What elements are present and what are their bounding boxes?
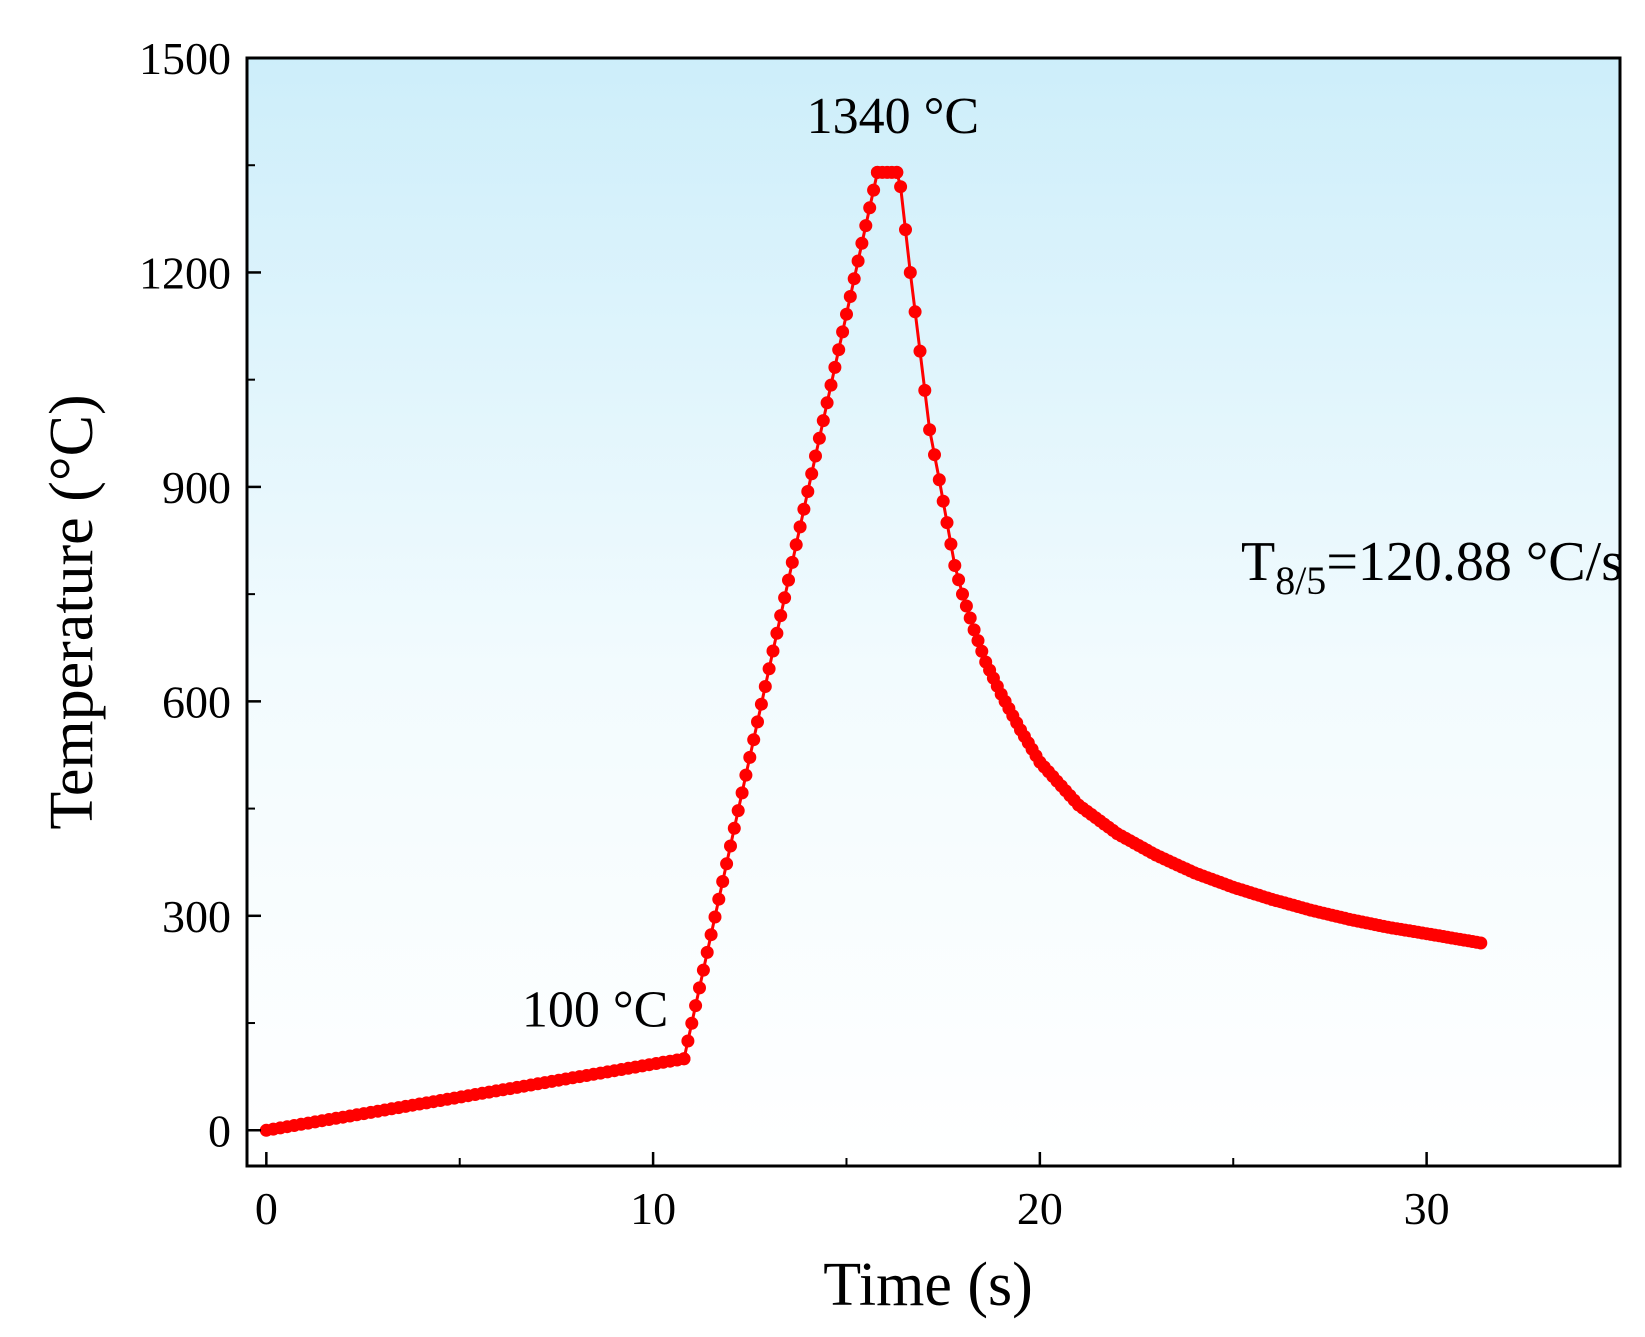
data-point bbox=[782, 573, 795, 587]
data-point bbox=[867, 183, 881, 197]
data-point bbox=[932, 473, 946, 487]
data-point bbox=[903, 266, 917, 279]
data-point bbox=[735, 786, 749, 800]
data-point bbox=[836, 325, 850, 339]
data-point bbox=[797, 502, 811, 516]
data-point bbox=[863, 201, 877, 215]
data-point bbox=[712, 892, 726, 906]
data-point bbox=[747, 733, 761, 747]
data-point bbox=[816, 414, 830, 428]
data-point bbox=[727, 821, 741, 835]
data-point bbox=[944, 537, 958, 551]
data-point bbox=[677, 1052, 691, 1066]
data-point bbox=[681, 1034, 695, 1048]
data-point bbox=[847, 272, 861, 286]
data-point bbox=[778, 591, 792, 605]
data-point bbox=[708, 910, 722, 924]
data-point bbox=[774, 609, 788, 623]
data-point bbox=[812, 431, 826, 445]
x-tick-label: 0 bbox=[255, 1183, 278, 1234]
data-point bbox=[720, 857, 734, 871]
data-point bbox=[731, 804, 745, 818]
data-point bbox=[696, 963, 710, 977]
data-point bbox=[809, 449, 822, 463]
data-point bbox=[700, 945, 714, 959]
data-point bbox=[743, 750, 757, 764]
data-point bbox=[693, 981, 706, 995]
data-point bbox=[828, 360, 842, 374]
data-point bbox=[963, 611, 977, 625]
y-tick-label: 600 bbox=[162, 676, 231, 727]
data-point bbox=[975, 644, 989, 658]
data-point bbox=[913, 344, 927, 358]
annotation-peak-temperature: 1340 °C bbox=[807, 88, 979, 145]
data-point bbox=[820, 396, 834, 410]
data-point bbox=[918, 383, 932, 397]
data-point bbox=[789, 538, 803, 552]
data-point bbox=[936, 494, 950, 508]
y-tick-label: 0 bbox=[208, 1105, 231, 1156]
data-point bbox=[923, 423, 937, 437]
data-point bbox=[840, 307, 853, 321]
data-point bbox=[928, 448, 941, 462]
plot-area-background bbox=[247, 58, 1620, 1166]
data-point bbox=[704, 928, 718, 942]
y-tick-label: 1500 bbox=[139, 33, 231, 84]
data-point bbox=[832, 343, 846, 357]
x-tick-label: 10 bbox=[630, 1183, 676, 1234]
x-tick-label: 30 bbox=[1404, 1183, 1450, 1234]
data-point bbox=[766, 644, 780, 658]
rate-symbol: T bbox=[1241, 531, 1275, 593]
cooling-rate-label: T8/5=120.88 °C/s bbox=[1241, 531, 1623, 603]
data-point bbox=[952, 573, 966, 587]
data-point bbox=[971, 634, 985, 648]
data-point bbox=[758, 680, 772, 693]
data-point bbox=[770, 626, 784, 640]
data-point bbox=[967, 623, 981, 637]
data-point bbox=[855, 236, 869, 250]
data-point bbox=[685, 1016, 699, 1030]
data-point bbox=[843, 290, 857, 303]
data-point bbox=[940, 516, 954, 530]
rate-value: =120.88 °C/s bbox=[1326, 531, 1623, 593]
data-point bbox=[805, 467, 819, 481]
y-tick-label: 900 bbox=[162, 462, 231, 513]
data-point bbox=[739, 768, 753, 782]
data-point bbox=[785, 555, 799, 569]
series-layer bbox=[259, 165, 1488, 1137]
data-point bbox=[762, 662, 776, 676]
data-point bbox=[948, 559, 962, 572]
y-tick-label: 300 bbox=[162, 891, 231, 942]
data-point bbox=[824, 378, 838, 392]
data-point bbox=[956, 587, 969, 601]
data-point bbox=[724, 839, 737, 853]
data-point bbox=[751, 715, 764, 729]
plot-frame bbox=[245, 56, 1622, 1168]
data-point bbox=[801, 485, 815, 498]
data-point bbox=[793, 520, 807, 534]
data-point bbox=[851, 254, 865, 268]
data-point bbox=[959, 599, 973, 613]
rate-subscript: 8/5 bbox=[1275, 558, 1326, 603]
y-tick-label: 1200 bbox=[139, 247, 231, 298]
data-point bbox=[908, 305, 922, 319]
annotation-preheat-temperature: 100 °C bbox=[522, 982, 668, 1039]
data-point bbox=[1474, 936, 1488, 950]
data-point bbox=[716, 875, 730, 888]
y-axis-title: Temperature (°C) bbox=[38, 394, 106, 829]
data-point bbox=[894, 180, 908, 194]
data-point bbox=[689, 999, 703, 1013]
x-tick-label: 20 bbox=[1017, 1183, 1063, 1234]
data-point bbox=[754, 697, 768, 711]
data-point bbox=[859, 219, 873, 233]
data-point bbox=[899, 223, 912, 237]
data-point bbox=[890, 165, 904, 179]
x-axis-title: Time (s) bbox=[823, 1251, 1033, 1319]
